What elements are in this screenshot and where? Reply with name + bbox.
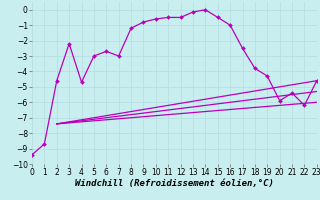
- X-axis label: Windchill (Refroidissement éolien,°C): Windchill (Refroidissement éolien,°C): [75, 179, 274, 188]
